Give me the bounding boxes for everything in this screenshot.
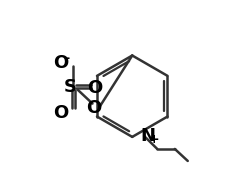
Text: +: + — [148, 133, 159, 146]
Text: O: O — [53, 104, 69, 122]
Text: N: N — [140, 127, 155, 145]
Text: O: O — [53, 54, 68, 72]
Text: O: O — [88, 78, 103, 97]
Text: S: S — [63, 78, 77, 96]
Text: O: O — [86, 99, 101, 117]
Text: -: - — [64, 52, 70, 65]
